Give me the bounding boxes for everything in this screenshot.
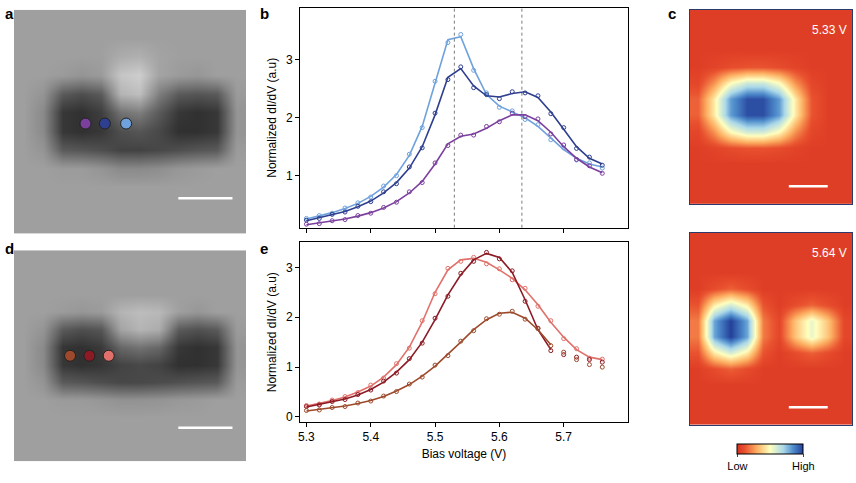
svg-text:5.7: 5.7: [555, 430, 572, 444]
svg-text:e: e: [260, 240, 268, 257]
svg-text:5.33 V: 5.33 V: [812, 23, 847, 37]
svg-text:a: a: [5, 5, 14, 22]
svg-text:Normalized dI/dV (a.u): Normalized dI/dV (a.u): [265, 272, 279, 392]
svg-text:High: High: [792, 460, 815, 472]
svg-text:3: 3: [286, 261, 293, 275]
svg-text:Normalized dI/dV (a.u): Normalized dI/dV (a.u): [265, 58, 279, 178]
svg-text:5.5: 5.5: [427, 430, 444, 444]
svg-text:2: 2: [286, 310, 293, 324]
svg-text:5.64 V: 5.64 V: [812, 246, 847, 260]
svg-text:Bias voltage (V): Bias voltage (V): [422, 447, 507, 461]
svg-text:Low: Low: [727, 460, 747, 472]
svg-text:5.4: 5.4: [362, 430, 379, 444]
svg-text:b: b: [260, 5, 269, 22]
svg-text:d: d: [5, 240, 14, 257]
svg-text:5.3: 5.3: [298, 430, 315, 444]
svg-text:1: 1: [286, 360, 293, 374]
svg-text:5.6: 5.6: [491, 430, 508, 444]
svg-text:2: 2: [286, 111, 293, 125]
svg-text:c: c: [668, 5, 676, 22]
svg-text:0: 0: [286, 410, 293, 424]
svg-text:1: 1: [286, 169, 293, 183]
svg-text:3: 3: [286, 53, 293, 67]
